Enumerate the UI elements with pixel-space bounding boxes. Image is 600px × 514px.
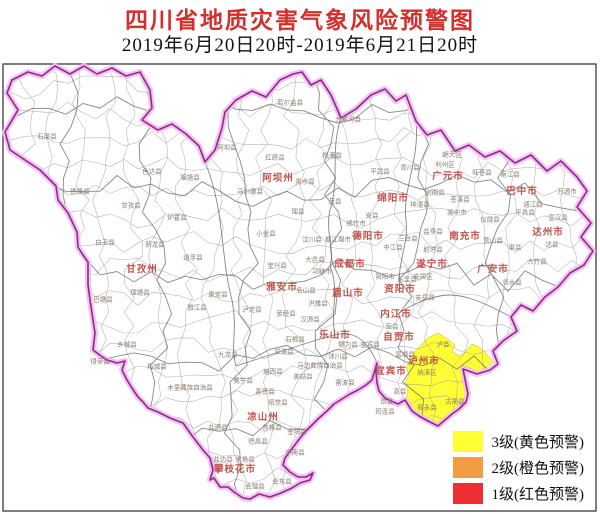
map-frame <box>2 63 597 512</box>
legend-swatch <box>452 431 483 452</box>
legend-item: 2级(橙色预警) <box>452 457 585 478</box>
county-boundaries <box>5 66 593 499</box>
page-subtitle: 2019年6月20日20时-2019年6月21日20时 <box>121 35 479 56</box>
legend: 3级(黄色预警) 2级(橙色预警) 1级(红色预警) <box>452 431 585 504</box>
prefecture-divides <box>204 117 512 367</box>
legend-item: 3级(黄色预警) <box>452 431 585 452</box>
legend-label: 1级(红色预警) <box>491 487 585 503</box>
legend-swatch <box>452 457 483 478</box>
legend-item: 1级(红色预警) <box>452 483 585 504</box>
legend-label: 2级(橙色预警) <box>491 461 585 477</box>
page-title: 四川省地质灾害气象风险预警图 <box>125 8 475 33</box>
legend-swatch <box>452 483 483 504</box>
legend-label: 3级(黄色预警) <box>491 435 585 451</box>
